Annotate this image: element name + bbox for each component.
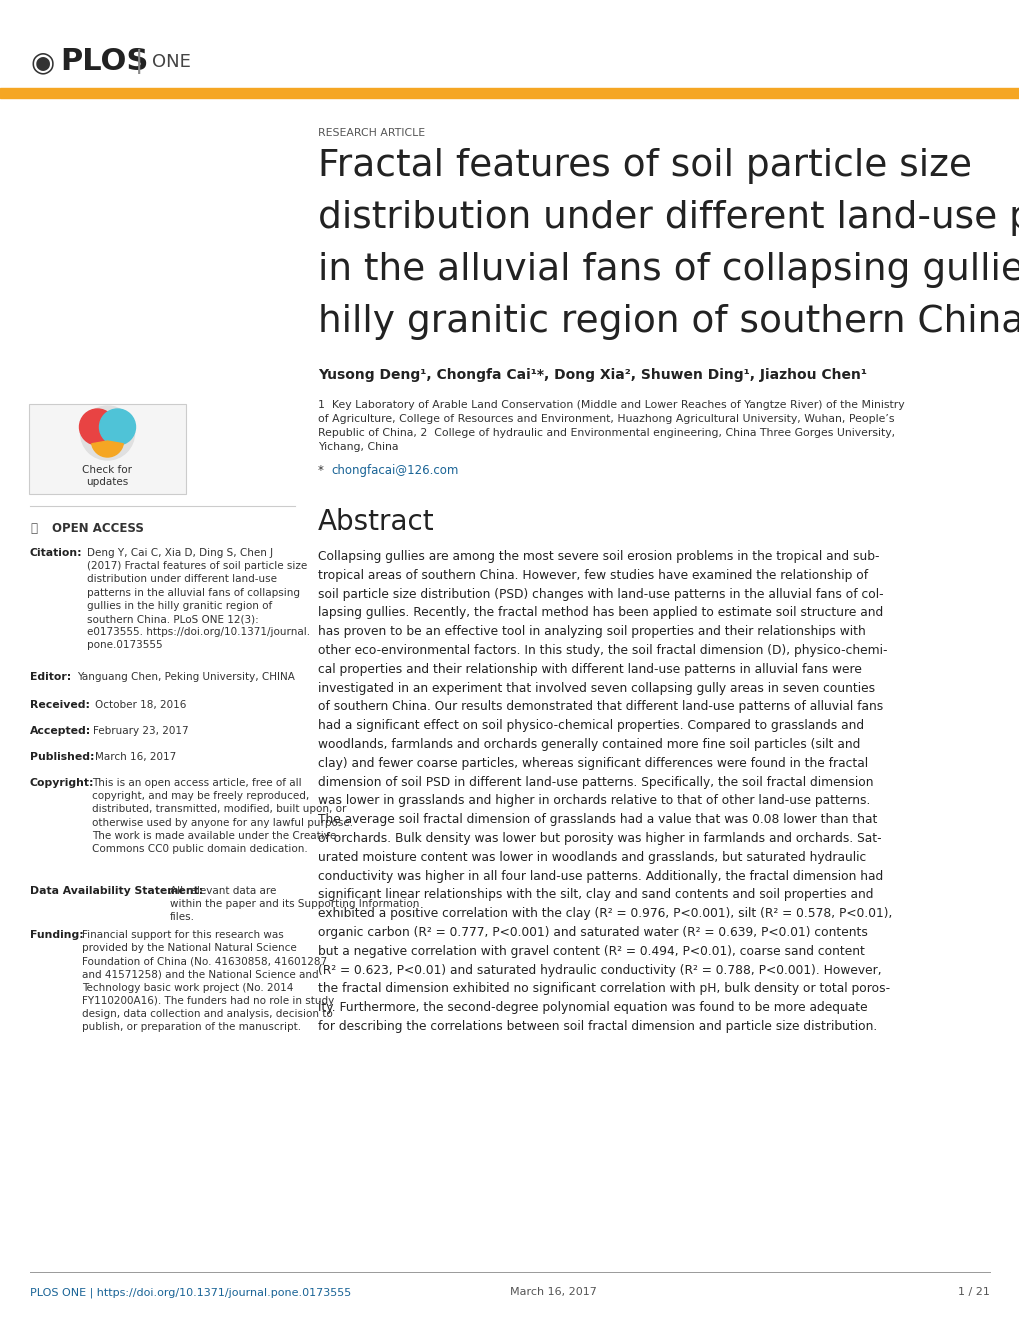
Text: October 18, 2016: October 18, 2016 bbox=[95, 700, 186, 710]
Text: Received:: Received: bbox=[30, 700, 90, 710]
Text: PLOS: PLOS bbox=[60, 48, 148, 77]
Text: OPEN ACCESS: OPEN ACCESS bbox=[52, 521, 144, 535]
Text: Deng Y, Cai C, Xia D, Ding S, Chen J
(2017) Fractal features of soil particle si: Deng Y, Cai C, Xia D, Ding S, Chen J (20… bbox=[87, 548, 310, 651]
Text: Financial support for this research was
provided by the National Natural Science: Financial support for this research was … bbox=[82, 931, 334, 1032]
Text: Abstract: Abstract bbox=[318, 508, 434, 536]
Text: |: | bbox=[135, 49, 144, 74]
Text: March 16, 2017: March 16, 2017 bbox=[510, 1287, 596, 1298]
Text: PLOS ONE | https://doi.org/10.1371/journal.pone.0173555: PLOS ONE | https://doi.org/10.1371/journ… bbox=[30, 1287, 351, 1298]
Text: Yusong Deng¹, Chongfa Cai¹*, Dong Xia², Shuwen Ding¹, Jiazhou Chen¹: Yusong Deng¹, Chongfa Cai¹*, Dong Xia², … bbox=[318, 368, 866, 381]
Wedge shape bbox=[92, 441, 123, 457]
Text: Data Availability Statement:: Data Availability Statement: bbox=[30, 886, 203, 896]
Text: This is an open access article, free of all
copyright, and may be freely reprodu: This is an open access article, free of … bbox=[92, 777, 353, 854]
Text: 1  Key Laboratory of Arable Land Conservation (Middle and Lower Reaches of Yangt: 1 Key Laboratory of Arable Land Conserva… bbox=[318, 400, 904, 451]
Text: 🔓: 🔓 bbox=[30, 521, 37, 535]
Text: Editor:: Editor: bbox=[30, 672, 71, 682]
Text: chongfacai@126.com: chongfacai@126.com bbox=[331, 465, 458, 477]
Text: Collapsing gullies are among the most severe soil erosion problems in the tropic: Collapsing gullies are among the most se… bbox=[318, 550, 892, 1034]
Text: Accepted:: Accepted: bbox=[30, 726, 91, 737]
Circle shape bbox=[79, 409, 115, 445]
Text: Check for
updates: Check for updates bbox=[83, 465, 132, 487]
Text: February 23, 2017: February 23, 2017 bbox=[93, 726, 189, 737]
Text: in the alluvial fans of collapsing gullies in the: in the alluvial fans of collapsing gulli… bbox=[318, 252, 1019, 288]
Circle shape bbox=[81, 407, 135, 459]
Text: Yanguang Chen, Peking University, CHINA: Yanguang Chen, Peking University, CHINA bbox=[76, 672, 294, 682]
FancyBboxPatch shape bbox=[29, 404, 185, 494]
Text: Fractal features of soil particle size: Fractal features of soil particle size bbox=[318, 148, 971, 183]
Text: Published:: Published: bbox=[30, 752, 95, 762]
Text: ◉: ◉ bbox=[30, 48, 54, 77]
Text: ONE: ONE bbox=[152, 53, 191, 71]
Text: distribution under different land-use patterns: distribution under different land-use pa… bbox=[318, 201, 1019, 236]
Text: *: * bbox=[318, 465, 327, 477]
Circle shape bbox=[100, 409, 136, 445]
Text: hilly granitic region of southern China: hilly granitic region of southern China bbox=[318, 304, 1019, 341]
Bar bbox=[0, 88, 1019, 98]
Text: RESEARCH ARTICLE: RESEARCH ARTICLE bbox=[318, 128, 425, 139]
Text: Copyright:: Copyright: bbox=[30, 777, 95, 788]
Text: March 16, 2017: March 16, 2017 bbox=[95, 752, 176, 762]
Text: Citation:: Citation: bbox=[30, 548, 83, 558]
Text: All relevant data are
within the paper and its Supporting Information
files.: All relevant data are within the paper a… bbox=[170, 886, 419, 923]
Text: Funding:: Funding: bbox=[30, 931, 84, 940]
Text: 1 / 21: 1 / 21 bbox=[957, 1287, 989, 1298]
